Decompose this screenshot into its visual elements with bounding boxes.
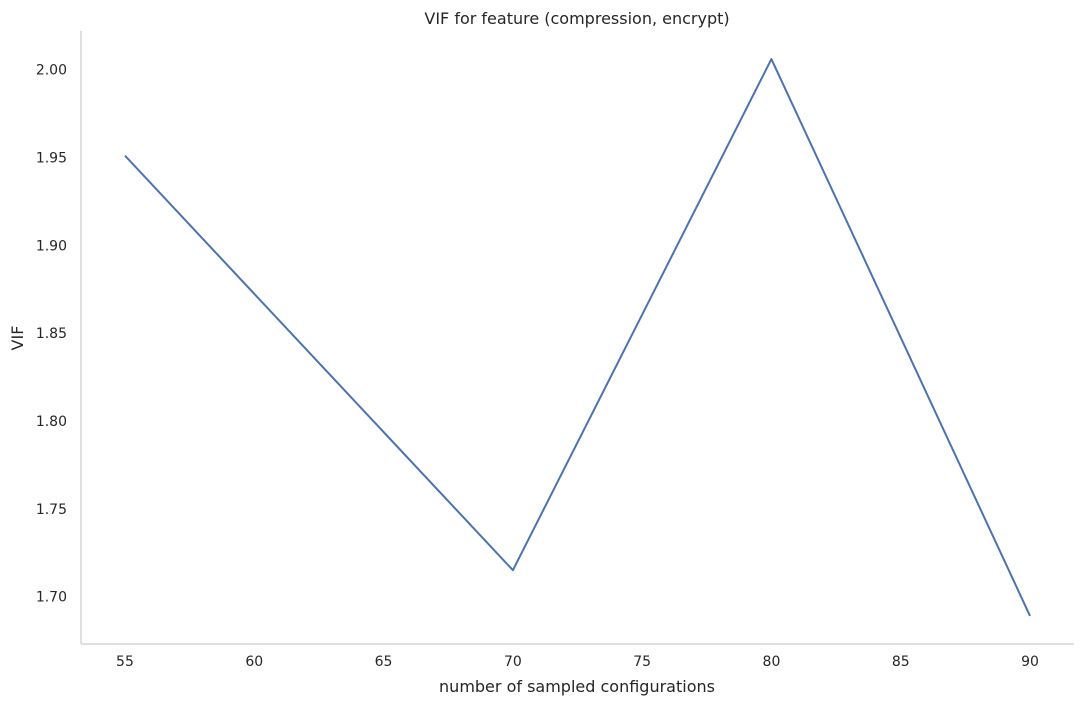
x-tick-label: 65 <box>375 654 393 670</box>
y-tick-label: 1.80 <box>36 414 67 430</box>
x-tick-label: 80 <box>763 654 781 670</box>
x-axis-label: number of sampled configurations <box>439 677 715 696</box>
y-tick-label: 1.85 <box>36 326 67 342</box>
y-tick-label: 1.75 <box>36 502 67 518</box>
x-tick-label: 70 <box>504 654 522 670</box>
x-tick-label: 85 <box>892 654 910 670</box>
x-tick-labels: 55 60 65 70 75 80 85 90 <box>116 654 1039 670</box>
chart-title: VIF for feature (compression, encrypt) <box>424 9 729 28</box>
y-axis-label: VIF <box>8 326 27 351</box>
series-line <box>124 58 1031 617</box>
y-tick-label: 2.00 <box>36 63 67 79</box>
y-tick-label: 1.95 <box>36 150 67 166</box>
x-tick-label: 75 <box>633 654 651 670</box>
series-group <box>124 58 1031 617</box>
x-tick-label: 90 <box>1021 654 1039 670</box>
y-tick-labels: 1.70 1.75 1.80 1.85 1.90 1.95 2.00 <box>36 63 67 606</box>
y-tick-label: 1.70 <box>36 590 67 606</box>
x-tick-label: 60 <box>245 654 263 670</box>
y-tick-label: 1.90 <box>36 238 67 254</box>
x-tick-label: 55 <box>116 654 134 670</box>
